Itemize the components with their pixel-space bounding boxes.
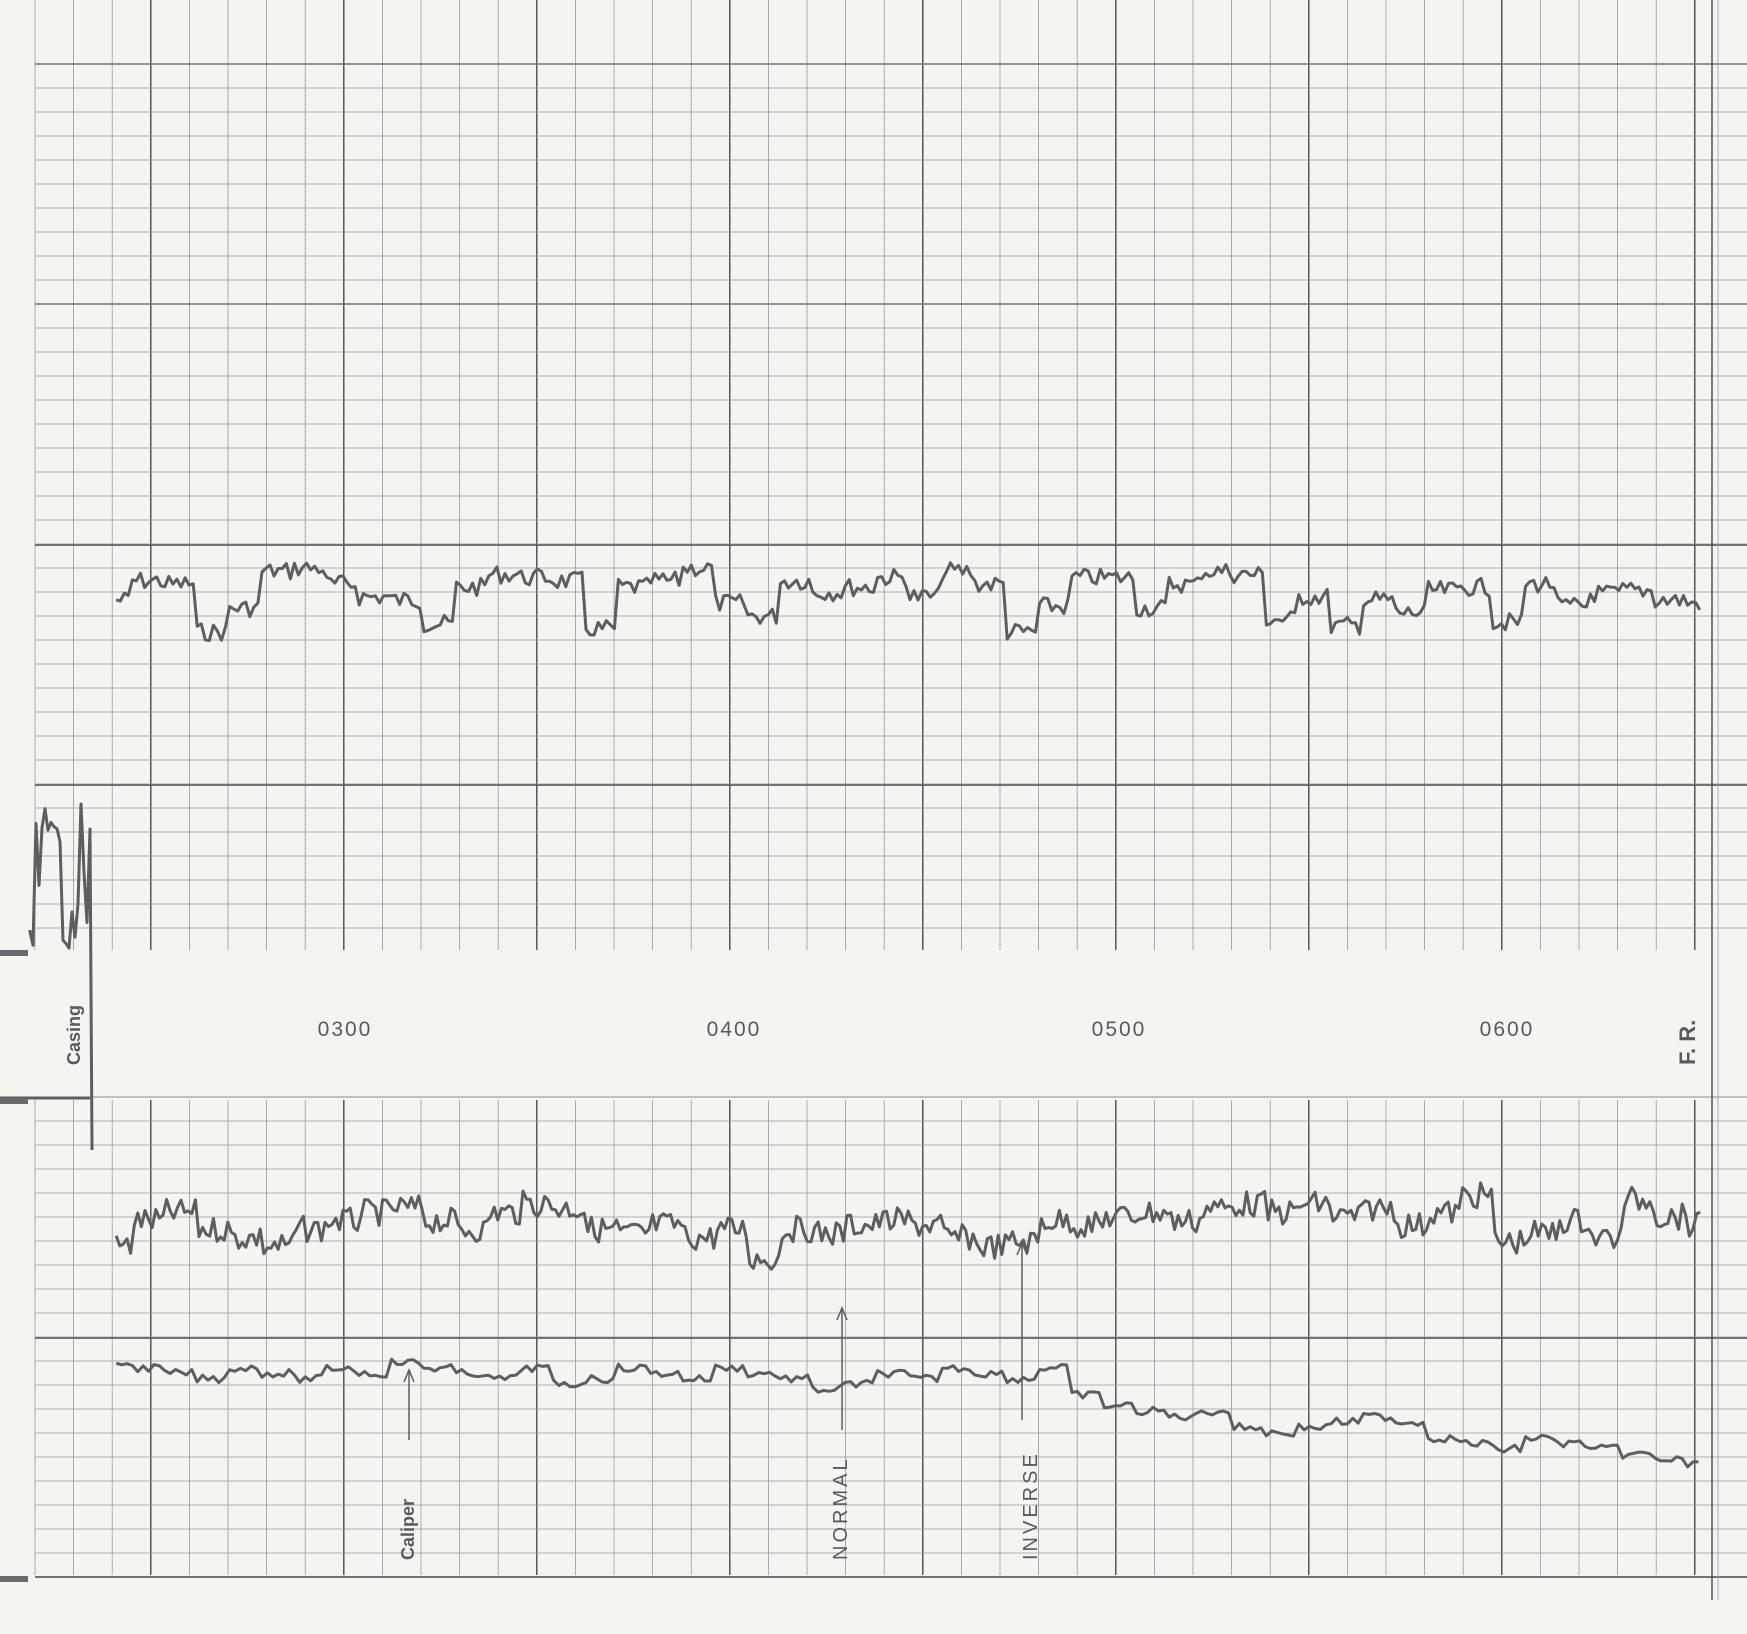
normal-curve [114, 1181, 1701, 1271]
inverse-arrow [1016, 1241, 1028, 1420]
depth-label-0400: 0400 [707, 1018, 762, 1041]
normal-label: NORMAL [830, 1456, 852, 1560]
caliper-label: Caliper [398, 1499, 418, 1560]
depth-label-0500: 0500 [1092, 1018, 1147, 1041]
casing-label: Casing [64, 1005, 84, 1065]
left-edge-tick [0, 950, 28, 956]
normal-arrow [836, 1306, 848, 1430]
chart-grid [0, 0, 1747, 1600]
inverse-curve [115, 561, 1702, 642]
depth-label-0600: 0600 [1480, 1018, 1535, 1041]
fr-label: F. R. [1675, 1020, 1700, 1065]
inverse-label: INVERSE [1020, 1451, 1042, 1560]
caliper-curve [115, 1357, 1699, 1469]
left-edge-tick [0, 1576, 28, 1582]
depth-label-0300: 0300 [318, 1018, 373, 1041]
left-edge-tick [0, 1098, 28, 1104]
caliper-arrow [403, 1368, 415, 1440]
